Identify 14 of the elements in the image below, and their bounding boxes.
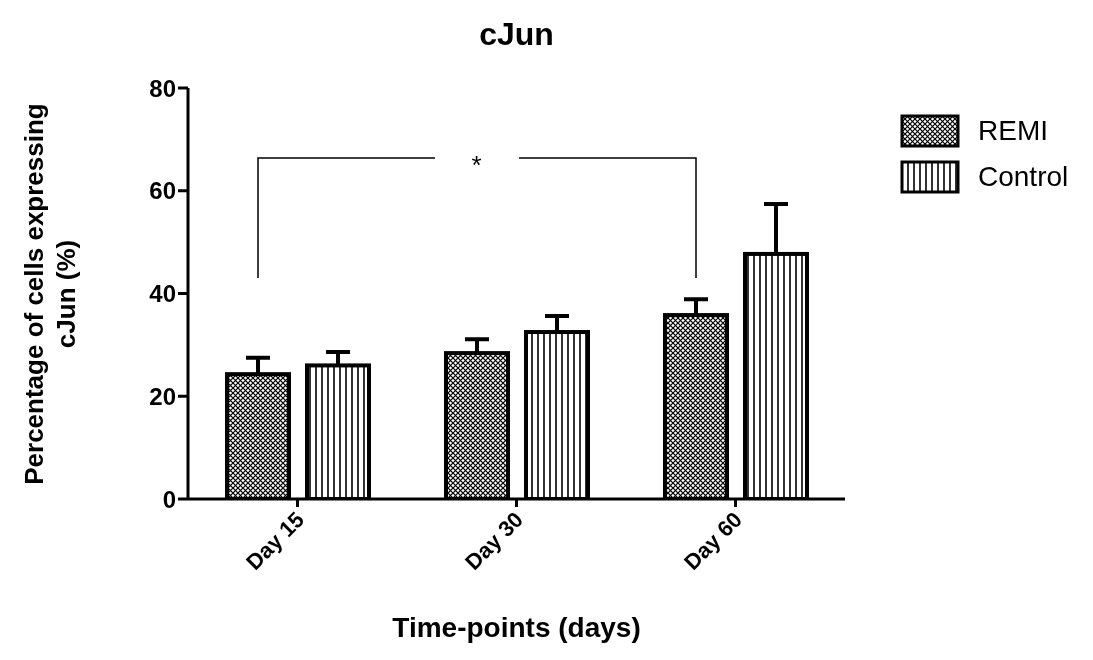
x-tick-label: Day 15 [241, 506, 310, 575]
annotation: * [470, 150, 483, 181]
chart-title: cJun [478, 16, 555, 53]
y-tick-label: 80 [149, 74, 176, 102]
y-tick-label: 20 [149, 382, 176, 410]
y-axis-title: Percentage of cells expressing cJun (%) [18, 101, 82, 487]
legend-label: Control [978, 161, 1069, 193]
x-tick-label: Day 60 [679, 506, 748, 575]
y-tick-label: 40 [149, 280, 176, 308]
legend-label: REMI [978, 115, 1048, 147]
x-axis-title: Time-points (days) [391, 612, 642, 644]
x-tick-label: Day 30 [460, 506, 529, 575]
y-tick-label: 60 [149, 177, 176, 205]
y-tick-label: 0 [162, 485, 176, 513]
